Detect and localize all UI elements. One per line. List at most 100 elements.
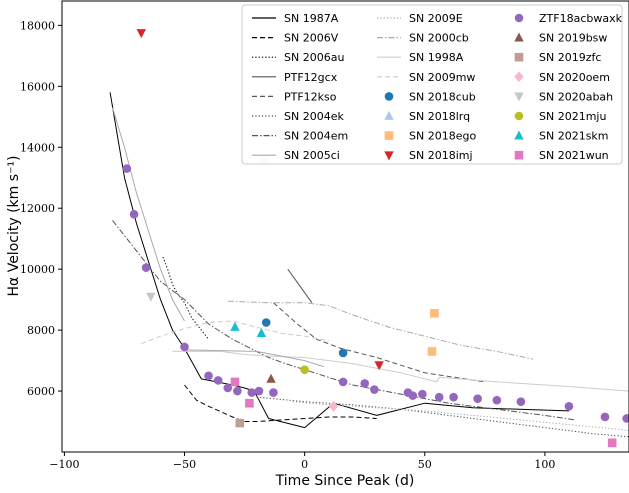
- data-point-ztf18acbwaxk: [233, 386, 242, 396]
- data-point-sn-2021wun: [245, 398, 254, 408]
- data-point-ztf18acbwaxk: [564, 401, 574, 411]
- legend-label: SN 2018cub: [409, 90, 476, 103]
- legend-label: SN 2009E: [409, 12, 463, 25]
- x-tick-label: 100: [534, 458, 555, 471]
- series-line-sn-2000cb: [227, 300, 534, 360]
- plot-area: [109, 29, 629, 448]
- data-point-sn-2020oem: [328, 400, 339, 412]
- legend-marker-swatch: [384, 110, 394, 120]
- legend-item-sn-2019bsw: SN 2019bsw: [514, 32, 607, 45]
- legend-label: SN 2006au: [284, 51, 344, 64]
- legend-item-sn-2018imj: SN 2018imj: [384, 149, 473, 162]
- legend-item-sn-2000cb: SN 2000cb: [377, 32, 469, 45]
- legend-item-sn-2009mw: SN 2009mw: [377, 71, 475, 84]
- data-point-sn-2021mju: [300, 365, 309, 375]
- y-axis-title: Hα Velocity (km s⁻¹): [6, 156, 22, 297]
- legend-label: PTF12kso: [284, 90, 337, 103]
- legend-label: ZTF18acbwaxk: [539, 12, 623, 25]
- legend-label: SN 1987A: [284, 12, 339, 25]
- legend-item-sn-2020oem: SN 2020oem: [514, 71, 610, 84]
- legend-item-sn-2009e: SN 2009E: [377, 12, 463, 25]
- legend-label: SN 2006V: [284, 32, 339, 45]
- data-point-ztf18acbwaxk: [129, 210, 139, 219]
- x-tick-label: −50: [173, 458, 196, 471]
- series-line-sn-2006v: [184, 384, 377, 422]
- data-point-sn-2021wun: [607, 438, 617, 448]
- data-point-sn-2018imj: [374, 361, 384, 371]
- legend-label: SN 2019bsw: [539, 32, 607, 45]
- y-tick-label: 12000: [20, 202, 55, 215]
- legend-label: SN 1998A: [409, 51, 464, 64]
- series-line-sn-2005ci: [112, 107, 185, 322]
- legend-label: SN 2020abah: [539, 90, 613, 103]
- data-point-sn-2018cub: [261, 318, 271, 327]
- legend-item-sn-2019zfc: SN 2019zfc: [514, 51, 601, 64]
- data-point-ztf18acbwaxk: [223, 383, 233, 393]
- y-tick-label: 10000: [20, 263, 55, 276]
- data-point-ztf18acbwaxk: [516, 397, 526, 407]
- data-point-ztf18acbwaxk: [247, 388, 257, 397]
- data-point-sn-2021wun: [230, 377, 240, 387]
- data-point-sn-2019bsw: [266, 373, 276, 383]
- x-tick-label: −100: [49, 458, 79, 471]
- legend-item-sn-2004ek: SN 2004ek: [252, 110, 344, 123]
- data-point-ztf18acbwaxk: [180, 342, 189, 352]
- legend-label: SN 2018imj: [409, 149, 473, 162]
- legend: SN 1987A SN 2006V SN 2006au PTF12gcx PTF12ks…: [241, 4, 623, 165]
- y-axis: 6000 8000 10000 12000 14000 16000 18000: [20, 19, 62, 398]
- data-point-sn-2018ego: [430, 309, 439, 318]
- legend-item-sn-2005ci: SN 2005ci: [252, 149, 340, 162]
- legend-marker-swatch: [514, 92, 524, 102]
- legend-marker-swatch: [514, 13, 524, 23]
- legend-label: PTF12gcx: [284, 71, 338, 84]
- data-point-ztf18acbwaxk: [254, 386, 264, 396]
- series-line-sn-1987a: [109, 92, 569, 429]
- legend-label: SN 2020oem: [539, 71, 610, 84]
- data-point-sn-2021skm: [256, 327, 267, 338]
- y-tick-label: 6000: [27, 385, 55, 398]
- x-tick-label: 0: [301, 458, 308, 471]
- legend-marker-swatch: [514, 111, 524, 121]
- data-point-ztf18acbwaxk: [122, 164, 132, 173]
- y-tick-label: 14000: [20, 141, 55, 154]
- series-line-sn-2005ci: [184, 349, 325, 368]
- data-point-ztf18acbwaxk: [360, 379, 370, 388]
- data-point-ztf18acbwaxk: [622, 414, 629, 423]
- legend-label: SN 2018lrq: [409, 110, 470, 123]
- data-point-ztf18acbwaxk: [141, 263, 151, 272]
- data-point-ztf18acbwaxk: [213, 376, 223, 385]
- data-point-ztf18acbwaxk: [473, 394, 482, 403]
- legend-label: SN 2000cb: [409, 32, 469, 45]
- series-line-ptf12kso: [273, 302, 485, 383]
- legend-marker-swatch: [514, 52, 524, 62]
- data-point-sn-2018cub: [338, 348, 348, 358]
- legend-item-sn-1987a: SN 1987A: [252, 12, 339, 25]
- data-point-ztf18acbwaxk: [418, 389, 427, 399]
- series-line-ptf12gcx: [287, 268, 313, 303]
- y-tick-label: 8000: [27, 324, 55, 337]
- legend-item-sn-2020abah: SN 2020abah: [514, 90, 613, 103]
- legend-item-sn-2006au: SN 2006au: [252, 51, 344, 64]
- x-axis: −100 −50 0 50 100: [49, 452, 555, 471]
- legend-marker-swatch: [514, 32, 524, 42]
- legend-label: SN 2009mw: [409, 71, 475, 84]
- legend-label: SN 2004ek: [284, 110, 344, 123]
- legend-item-sn-2021skm: SN 2021skm: [514, 130, 609, 143]
- plot-frame: [61, 0, 629, 453]
- legend-label: SN 2018ego: [409, 130, 476, 143]
- data-point-sn-2018ego: [427, 347, 437, 356]
- legend-label: SN 2005ci: [284, 149, 340, 162]
- legend-marker-swatch: [384, 151, 394, 161]
- legend-marker-swatch: [384, 92, 394, 101]
- legend-item-ztf18acbwaxk: ZTF18acbwaxk: [514, 12, 623, 25]
- legend-item-sn-2018ego: SN 2018ego: [384, 130, 476, 143]
- legend-label: SN 2021mju: [539, 110, 606, 123]
- data-point-ztf18acbwaxk: [204, 371, 213, 381]
- legend-marker-swatch: [514, 71, 524, 83]
- legend-marker-swatch: [384, 131, 394, 140]
- legend-item-ptf12gcx: PTF12gcx: [252, 71, 338, 84]
- data-point-sn-2019zfc: [235, 418, 245, 428]
- y-tick-label: 18000: [20, 19, 55, 32]
- legend-item-sn-2018lrq: SN 2018lrq: [384, 110, 470, 123]
- legend-marker-swatch: [514, 150, 524, 160]
